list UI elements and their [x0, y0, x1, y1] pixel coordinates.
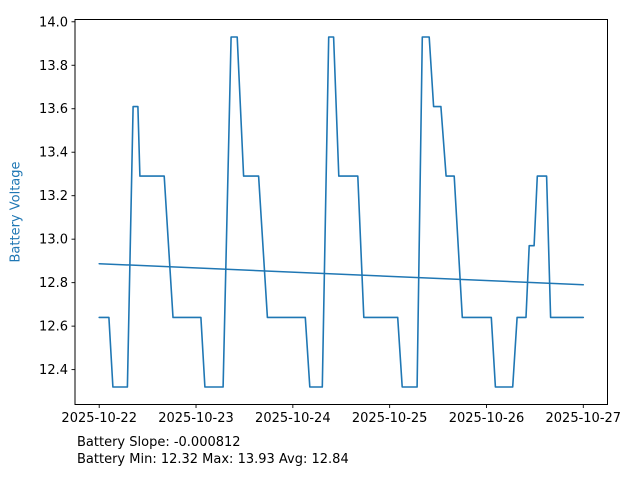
chart-stats-text: Battery Slope: -0.000812 Battery Min: 12… [77, 434, 349, 468]
battery-voltage-line [98, 36, 585, 388]
battery-trend-line [98, 262, 585, 286]
y-tick-label: 13.2 [39, 189, 68, 204]
y-tick-label: 13.0 [39, 233, 68, 248]
y-tick-label: 14.0 [39, 15, 68, 30]
x-tick-label: 2025-10-25 [352, 411, 428, 426]
y-tick-label: 13.4 [39, 146, 68, 161]
battery-slope-text: Battery Slope: -0.000812 [77, 435, 241, 450]
x-tick-label: 2025-10-27 [546, 411, 622, 426]
plot-border [74, 19, 608, 405]
x-tick-label: 2025-10-22 [61, 411, 137, 426]
y-tick-label: 12.6 [39, 320, 68, 335]
y-tick-label: 12.4 [39, 363, 68, 378]
x-tick-label: 2025-10-23 [158, 411, 234, 426]
y-tick-label: 12.8 [39, 276, 68, 291]
y-tick-label: 13.8 [39, 59, 68, 74]
x-tick-label: 2025-10-26 [449, 411, 525, 426]
x-tick-label: 2025-10-24 [255, 411, 331, 426]
y-axis-label: Battery Voltage [8, 161, 24, 263]
y-tick-label: 13.6 [39, 102, 68, 117]
battery-minmaxavg-text: Battery Min: 12.32 Max: 13.93 Avg: 12.84 [77, 452, 349, 467]
